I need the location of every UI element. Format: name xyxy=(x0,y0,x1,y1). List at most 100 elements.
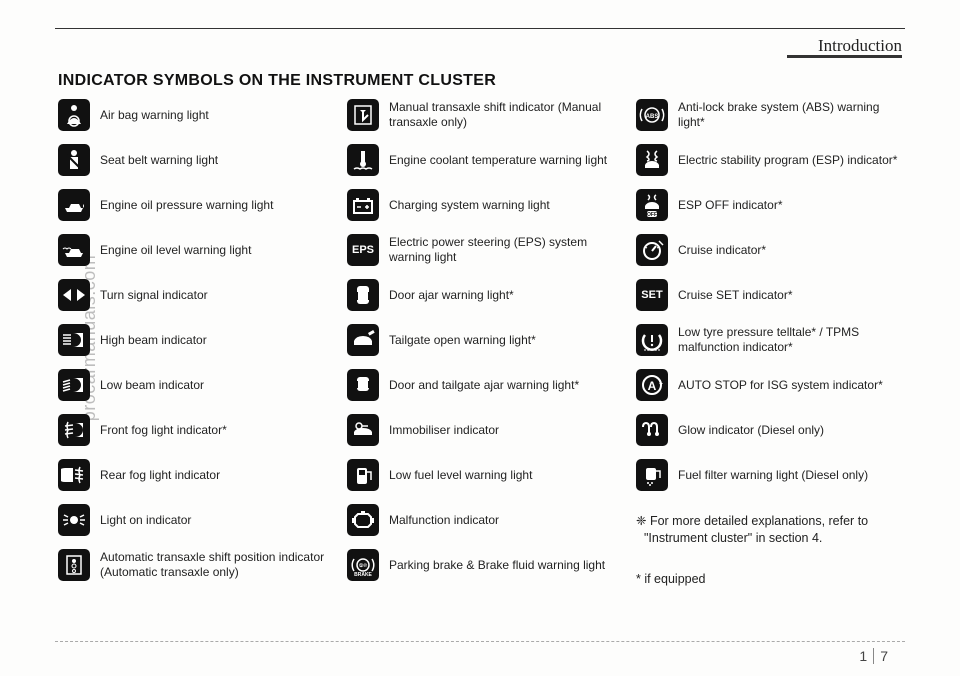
indicator-label: Electric power steering (EPS) system war… xyxy=(389,235,616,265)
indicator-label: Immobiliser indicator xyxy=(389,423,499,438)
indicator-row: Front fog light indicator* xyxy=(58,413,327,447)
column-2: ABS Anti-lock brake system (ABS) warning … xyxy=(636,98,905,586)
indicator-label: Cruise indicator* xyxy=(678,243,766,258)
svg-text:①℗: ①℗ xyxy=(359,563,367,569)
manualtrans-icon xyxy=(347,99,379,131)
indicator-label: AUTO STOP for ISG system indicator* xyxy=(678,378,883,393)
lighton-icon xyxy=(58,504,90,536)
indicator-label: Electric stability program (ESP) indicat… xyxy=(678,153,897,168)
indicator-label: Low tyre pressure telltale* / TPMS malfu… xyxy=(678,325,905,355)
indicator-label: Engine oil level warning light xyxy=(100,243,251,258)
chapter-title: Introduction xyxy=(818,36,902,56)
indicator-label: Seat belt warning light xyxy=(100,153,218,168)
footer-rule xyxy=(55,641,905,642)
turnsignal-icon xyxy=(58,279,90,311)
seatbelt-icon xyxy=(58,144,90,176)
airbag-icon xyxy=(58,99,90,131)
indicator-row: A AUTO STOP for ISG system indicator* xyxy=(636,368,905,402)
lowfuel-icon xyxy=(347,459,379,491)
indicator-row: Rear fog light indicator xyxy=(58,458,327,492)
indicator-row: Seat belt warning light xyxy=(58,143,327,177)
highbeam-icon xyxy=(58,324,90,356)
indicator-row: SETCruise SET indicator* xyxy=(636,278,905,312)
indicator-row: Turn signal indicator xyxy=(58,278,327,312)
espoff-icon: OFF xyxy=(636,189,668,221)
indicator-label: Tailgate open warning light* xyxy=(389,333,536,348)
malfunction-icon xyxy=(347,504,379,536)
indicator-label: ESP OFF indicator* xyxy=(678,198,782,213)
doorajar-icon xyxy=(347,279,379,311)
autostop-icon: A xyxy=(636,369,668,401)
fuelfilter-icon xyxy=(636,459,668,491)
indicator-row: Low fuel level warning light xyxy=(347,458,616,492)
indicator-row: EPS Electric power steering (EPS) system … xyxy=(347,233,616,267)
indicator-row: High beam indicator xyxy=(58,323,327,357)
indicator-row: Light on indicator xyxy=(58,503,327,537)
coolant-icon xyxy=(347,144,379,176)
esp-icon xyxy=(636,144,668,176)
indicator-row: Low beam indicator xyxy=(58,368,327,402)
indicator-label: High beam indicator xyxy=(100,333,207,348)
indicator-label: Light on indicator xyxy=(100,513,191,528)
battery-icon xyxy=(347,189,379,221)
svg-text:BRAKE: BRAKE xyxy=(354,572,372,578)
indicator-row: BRAKE ①℗ Parking brake & Brake fluid warni… xyxy=(347,548,616,582)
autotrans-icon xyxy=(58,549,90,581)
indicator-label: Anti-lock brake system (ABS) warning lig… xyxy=(678,100,905,130)
indicator-label: Engine oil pressure warning light xyxy=(100,198,273,213)
indicator-row: Automatic transaxle shift position indic… xyxy=(58,548,327,582)
indicator-label: Door and tailgate ajar warning light* xyxy=(389,378,579,393)
page-num-sep xyxy=(873,648,874,664)
frontfog-icon xyxy=(58,414,90,446)
tailgate-icon xyxy=(347,324,379,356)
indicator-row: Charging system warning light xyxy=(347,188,616,222)
indicator-label: Turn signal indicator xyxy=(100,288,208,303)
indicator-label: Engine coolant temperature warning light xyxy=(389,153,607,168)
indicator-row: Door ajar warning light* xyxy=(347,278,616,312)
indicator-row: Electric stability program (ESP) indicat… xyxy=(636,143,905,177)
indicator-label: Air bag warning light xyxy=(100,108,209,123)
indicator-row: Door and tailgate ajar warning light* xyxy=(347,368,616,402)
page-title: INDICATOR SYMBOLS ON THE INSTRUMENT CLUS… xyxy=(58,72,496,90)
indicator-row: Fuel filter warning light (Diesel only) xyxy=(636,458,905,492)
indicator-label: Fuel filter warning light (Diesel only) xyxy=(678,468,868,483)
indicator-label: Parking brake & Brake fluid warning ligh… xyxy=(389,558,605,573)
tpms-icon xyxy=(636,324,668,356)
indicator-label: Front fog light indicator* xyxy=(100,423,227,438)
column-1: Manual transaxle shift indicator (Manual… xyxy=(347,98,616,586)
page-num-chapter: 1 xyxy=(859,648,867,664)
indicator-label: Malfunction indicator xyxy=(389,513,499,528)
footnote: ❈ For more detailed explanations, refer … xyxy=(636,513,905,547)
indicator-label: Manual transaxle shift indicator (Manual… xyxy=(389,100,616,130)
indicator-label: Rear fog light indicator xyxy=(100,468,220,483)
doortailgate-icon xyxy=(347,369,379,401)
glow-icon xyxy=(636,414,668,446)
indicator-row: Immobiliser indicator xyxy=(347,413,616,447)
indicator-row: Engine oil pressure warning light xyxy=(58,188,327,222)
indicator-row: Manual transaxle shift indicator (Manual… xyxy=(347,98,616,132)
immobiliser-icon xyxy=(347,414,379,446)
page-number: 1 7 xyxy=(859,648,888,664)
indicator-row: Engine oil level warning light xyxy=(58,233,327,267)
indicator-label: Low beam indicator xyxy=(100,378,204,393)
indicator-label: Glow indicator (Diesel only) xyxy=(678,423,824,438)
brake-icon: BRAKE ①℗ xyxy=(347,549,379,581)
indicator-label: Door ajar warning light* xyxy=(389,288,514,303)
column-0: Air bag warning light Seat belt warning l… xyxy=(58,98,327,586)
indicator-row: OFF ESP OFF indicator* xyxy=(636,188,905,222)
symbol-columns: Air bag warning light Seat belt warning l… xyxy=(58,98,905,586)
chapter-underline xyxy=(787,55,902,58)
indicator-row: Malfunction indicator xyxy=(347,503,616,537)
svg-text:ABS: ABS xyxy=(646,114,659,120)
indicator-row: Engine coolant temperature warning light xyxy=(347,143,616,177)
eps-icon: EPS xyxy=(347,234,379,266)
indicator-label: Automatic transaxle shift position indic… xyxy=(100,550,327,580)
indicator-row: Cruise indicator* xyxy=(636,233,905,267)
lowbeam-icon xyxy=(58,369,90,401)
top-rule xyxy=(55,28,905,29)
cruise-icon xyxy=(636,234,668,266)
indicator-row: Glow indicator (Diesel only) xyxy=(636,413,905,447)
indicator-row: Low tyre pressure telltale* / TPMS malfu… xyxy=(636,323,905,357)
svg-text:A: A xyxy=(648,379,657,393)
indicator-label: Cruise SET indicator* xyxy=(678,288,793,303)
